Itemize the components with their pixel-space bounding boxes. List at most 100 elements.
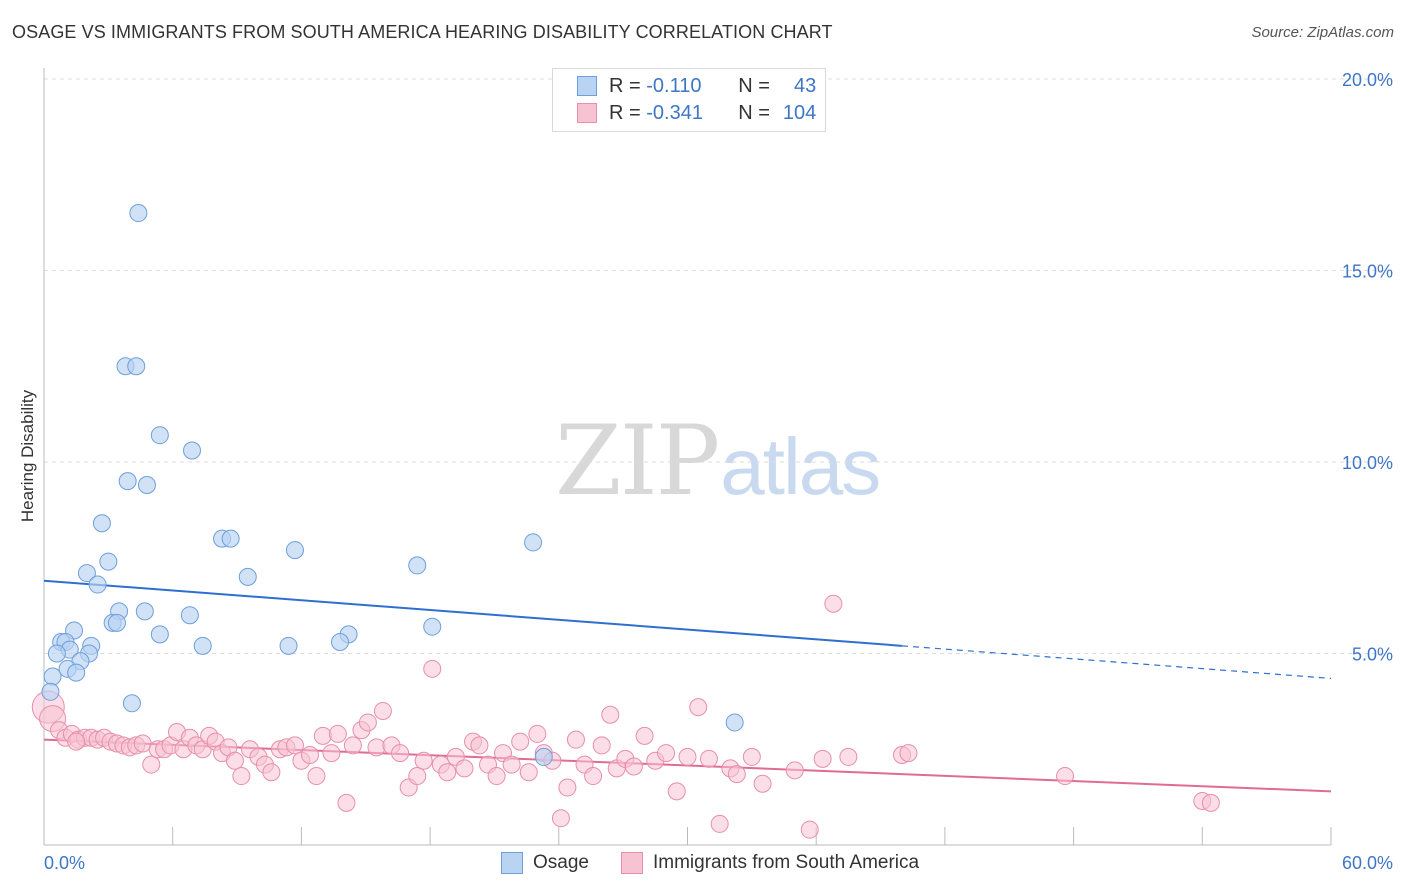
- data-point-immigrants: [592, 736, 611, 755]
- data-point-immigrants: [133, 734, 152, 753]
- y-tick-label: 5.0%: [1352, 645, 1393, 665]
- data-point-immigrants: [414, 751, 433, 770]
- legend-label-immigrants: Immigrants from South America: [653, 852, 920, 873]
- tick-labels: 5.0% 10.0% 15.0% 20.0% 0.0% 60.0%: [44, 70, 1393, 873]
- data-point-immigrants: [423, 659, 442, 678]
- data-point-osage: [534, 747, 553, 766]
- legend-r-value: -0.110: [646, 74, 702, 97]
- data-point-immigrants: [667, 782, 686, 801]
- data-point-immigrants: [678, 747, 697, 766]
- data-point-osage: [107, 613, 126, 632]
- data-point-immigrants: [285, 736, 304, 755]
- correlation-legend: R = -0.110 N = 43 R = -0.341 N = 104: [552, 68, 826, 132]
- data-point-immigrants: [699, 749, 718, 768]
- legend-label-osage: Osage: [533, 852, 589, 873]
- legend-row-immigrants: R = -0.341 N = 104: [577, 101, 816, 125]
- data-point-osage: [180, 606, 199, 625]
- grid-lines: [44, 78, 1392, 654]
- data-point-immigrants: [839, 747, 858, 766]
- data-point-immigrants: [710, 814, 729, 833]
- data-point-immigrants: [584, 767, 603, 786]
- data-point-immigrants: [824, 594, 843, 613]
- data-point-osage: [238, 567, 257, 586]
- trend-line-osage-extension: [901, 645, 1332, 679]
- data-point-osage: [524, 533, 543, 552]
- data-point-osage: [285, 541, 304, 560]
- legend-item-immigrants[interactable]: Immigrants from South America: [621, 852, 919, 874]
- data-point-immigrants: [408, 767, 427, 786]
- data-point-osage: [47, 644, 66, 663]
- source-label: Source: ZipAtlas.com: [1251, 24, 1394, 41]
- data-point-osage: [43, 667, 62, 686]
- y-tick-label: 15.0%: [1342, 262, 1393, 282]
- x-tick-label: 0.0%: [44, 853, 85, 873]
- data-point-osage: [423, 617, 442, 636]
- data-point-osage: [77, 564, 96, 583]
- data-point-immigrants: [262, 763, 281, 782]
- series-immigrants-points: [31, 594, 1220, 839]
- data-point-immigrants: [307, 767, 326, 786]
- data-point-immigrants: [551, 809, 570, 828]
- data-point-immigrants: [502, 755, 521, 774]
- data-point-osage: [279, 636, 298, 655]
- data-point-osage: [183, 441, 202, 460]
- data-point-osage: [135, 602, 154, 621]
- legend-item-osage[interactable]: Osage: [501, 852, 589, 874]
- data-point-osage: [150, 625, 169, 644]
- data-point-osage: [99, 552, 118, 571]
- data-point-immigrants: [511, 732, 530, 751]
- data-point-immigrants: [519, 763, 538, 782]
- watermark-atlas: atlas: [720, 422, 881, 511]
- legend-n-label: N =: [738, 101, 770, 124]
- data-point-immigrants: [300, 745, 319, 764]
- chart-title: OSAGE VS IMMIGRANTS FROM SOUTH AMERICA H…: [12, 22, 833, 42]
- data-point-osage: [150, 426, 169, 445]
- data-point-immigrants: [753, 774, 772, 793]
- data-point-immigrants: [337, 793, 356, 812]
- data-point-immigrants: [455, 759, 474, 778]
- data-point-immigrants: [487, 767, 506, 786]
- data-point-immigrants: [558, 778, 577, 797]
- legend-swatch-osage: [577, 76, 597, 96]
- data-point-osage: [92, 514, 111, 533]
- legend-row-osage: R = -0.110 N = 43: [577, 74, 816, 98]
- data-point-osage: [129, 204, 148, 223]
- data-point-immigrants: [566, 730, 585, 749]
- data-point-immigrants: [624, 757, 643, 776]
- data-point-immigrants: [1201, 793, 1220, 812]
- legend-n-label: N =: [738, 74, 770, 97]
- axes: [43, 68, 1332, 846]
- data-point-osage: [331, 633, 350, 652]
- data-point-osage: [193, 636, 212, 655]
- trend-line-osage: [43, 579, 903, 647]
- data-point-immigrants: [438, 763, 457, 782]
- data-point-immigrants: [343, 736, 362, 755]
- legend-swatch-immigrants: [621, 852, 643, 874]
- legend-swatch-osage: [501, 852, 523, 874]
- data-point-osage: [122, 694, 141, 713]
- data-point-osage: [408, 556, 427, 575]
- data-point-immigrants: [142, 755, 161, 774]
- data-point-immigrants: [322, 744, 341, 763]
- data-point-immigrants: [785, 761, 804, 780]
- data-point-osage: [41, 682, 60, 701]
- data-point-immigrants: [367, 738, 386, 757]
- data-point-immigrants: [742, 747, 761, 766]
- series-legend: Osage Immigrants from South America: [0, 852, 1406, 878]
- data-point-osage: [127, 357, 146, 376]
- data-point-immigrants: [391, 744, 410, 763]
- legend-swatch-immigrants: [577, 103, 597, 123]
- data-point-osage: [88, 575, 107, 594]
- y-tick-label: 10.0%: [1342, 453, 1393, 473]
- data-point-immigrants: [528, 724, 547, 743]
- data-point-immigrants: [313, 726, 332, 745]
- data-point-immigrants: [328, 724, 347, 743]
- data-point-immigrants: [67, 732, 86, 751]
- data-point-immigrants: [727, 765, 746, 784]
- data-point-osage: [67, 663, 86, 682]
- data-point-immigrants: [657, 744, 676, 763]
- data-point-immigrants: [470, 736, 489, 755]
- data-point-immigrants: [601, 705, 620, 724]
- y-axis-label: Hearing Disability: [18, 389, 37, 523]
